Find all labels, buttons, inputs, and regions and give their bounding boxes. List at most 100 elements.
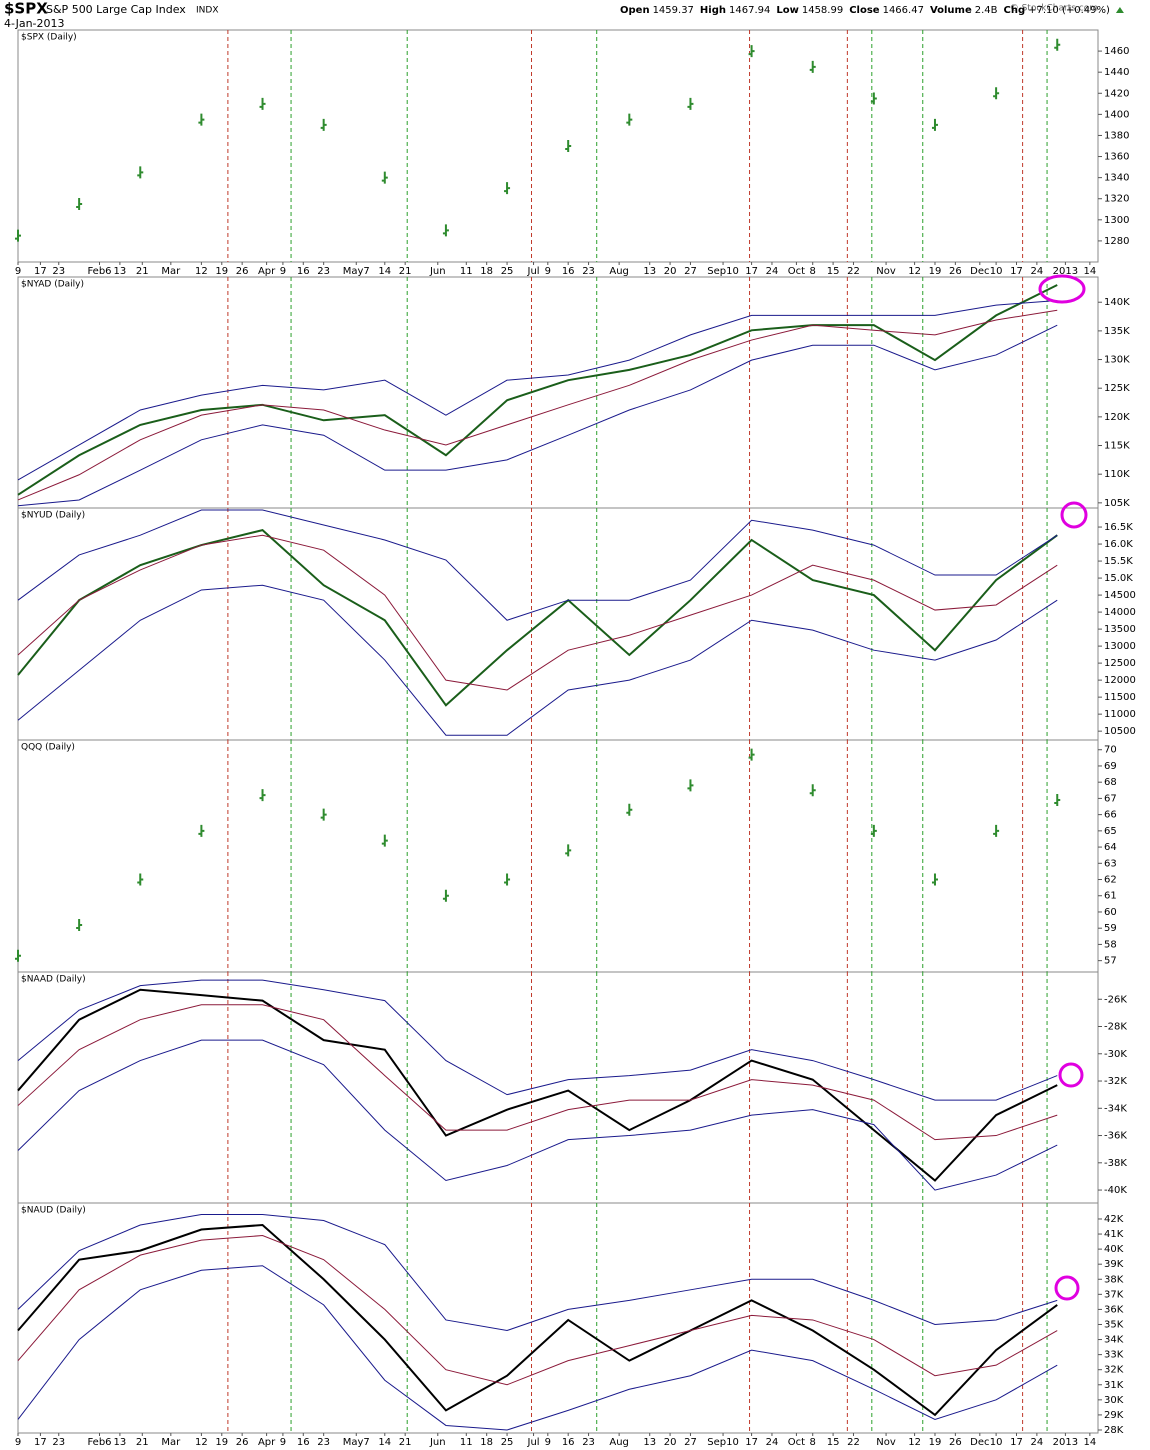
x-tick-label: Apr	[258, 1437, 276, 1448]
x-tick-label: Mar	[161, 1437, 181, 1448]
x-tick-label: Aug	[609, 1437, 629, 1448]
price-bar	[687, 97, 694, 110]
y-tick-label: 35K	[1104, 1319, 1124, 1330]
x-tick-label: 24	[1031, 1437, 1044, 1448]
up-arrow	[1115, 7, 1124, 13]
y-tick-label: -36K	[1104, 1131, 1127, 1142]
y-tick-label: 34K	[1104, 1335, 1124, 1346]
x-tick-label: 12	[908, 266, 921, 277]
price-bar	[381, 171, 388, 184]
panel-frame	[17, 739, 1099, 973]
price-bar	[504, 182, 511, 195]
y-tick-label: 1400	[1104, 109, 1129, 120]
y-tick-label: 1300	[1104, 215, 1129, 226]
y-tick-label: 60	[1104, 907, 1117, 918]
price-bar	[931, 118, 938, 131]
series-line	[17, 309, 1058, 501]
price-bar	[320, 118, 327, 131]
y-tick-label: 1380	[1104, 130, 1129, 141]
panel-frame	[17, 971, 1099, 1204]
y-tick-label: 38K	[1104, 1274, 1124, 1285]
y-tick-label: 29K	[1104, 1410, 1124, 1421]
stat-value: +7.10 (+0.49%)	[1028, 5, 1110, 16]
x-tick-label: 9	[545, 266, 551, 277]
x-tick-label: 27	[684, 1437, 697, 1448]
price-bar	[748, 45, 755, 58]
stat-value: 1466.47	[883, 5, 924, 16]
y-tick-label: -32K	[1104, 1076, 1127, 1087]
price-bar	[15, 229, 21, 242]
x-tick-label: 24	[1031, 266, 1044, 277]
y-tick-label: 42K	[1104, 1214, 1124, 1225]
x-tick-label: Jul	[527, 1437, 540, 1448]
y-tick-label: 11000	[1104, 709, 1136, 720]
y-tick-label: 63	[1104, 858, 1117, 869]
series-line	[17, 529, 1058, 707]
price-bar	[76, 198, 83, 210]
x-tick-label: 23	[317, 266, 330, 277]
y-tick-label: 120K	[1104, 412, 1130, 423]
header: $SPX S&P 500 Large Cap Index INDX 4-Jan-…	[4, 0, 1098, 30]
panel-title: $NAAD (Daily)	[21, 975, 86, 985]
x-tick-label: 15	[827, 1437, 840, 1448]
y-tick-label: 64	[1104, 842, 1117, 853]
y-tick-label: -38K	[1104, 1158, 1127, 1169]
price-bar	[504, 873, 511, 886]
x-tick-label: 20	[664, 266, 677, 277]
panel-title: $NAUD (Daily)	[21, 1206, 86, 1216]
panel-title: $SPX (Daily)	[21, 33, 77, 43]
x-tick-label: 12	[195, 266, 208, 277]
highlight-circle	[1058, 1062, 1084, 1088]
stat-label: Close	[849, 5, 880, 16]
stat-label: High	[700, 5, 726, 16]
price-bar	[993, 824, 1000, 837]
y-tick-label: 1280	[1104, 236, 1129, 247]
price-bar	[320, 808, 327, 821]
x-tick-label: 11	[460, 1437, 473, 1448]
y-tick-label: 105K	[1104, 498, 1130, 509]
y-tick-label: 15.0K	[1104, 573, 1133, 584]
x-tick-label: 23	[582, 1437, 595, 1448]
x-tick-label: 24	[766, 266, 779, 277]
price-bar	[137, 166, 144, 179]
y-tick-label: 28K	[1104, 1425, 1124, 1436]
x-tick-label: Dec	[970, 1437, 989, 1448]
y-tick-label: 1320	[1104, 194, 1129, 205]
x-tick-label: Apr	[258, 266, 276, 277]
x-tick-label: 23	[52, 266, 65, 277]
y-tick-label: 125K	[1104, 383, 1130, 394]
highlight-circle	[1060, 501, 1088, 529]
y-tick-label: -30K	[1104, 1049, 1127, 1060]
price-bar	[259, 97, 266, 110]
y-tick-label: 58	[1104, 939, 1117, 950]
price-bar	[198, 113, 205, 126]
x-tick-label: 20	[664, 1437, 677, 1448]
price-bar	[870, 824, 877, 837]
x-tick-label: 26	[236, 266, 249, 277]
series-line	[17, 1235, 1058, 1386]
price-bar	[381, 834, 388, 847]
y-tick-label: 37K	[1104, 1289, 1124, 1300]
x-tick-label: 21	[136, 1437, 149, 1448]
y-tick-label: 16.5K	[1104, 522, 1133, 533]
price-bar	[1054, 794, 1061, 807]
index-name: S&P 500 Large Cap Index	[46, 3, 186, 16]
panel-frame	[17, 507, 1099, 741]
x-tick-label: 21	[399, 266, 412, 277]
price-bar	[76, 918, 83, 931]
series-line	[17, 1039, 1058, 1191]
stat-value: 1467.94	[729, 5, 770, 16]
y-tick-label: 66	[1104, 810, 1117, 821]
x-tick-label: 13	[114, 266, 127, 277]
y-tick-label: 11500	[1104, 692, 1136, 703]
y-tick-label: 12000	[1104, 675, 1136, 686]
symbol: $SPX	[4, 0, 48, 18]
y-tick-label: 14000	[1104, 607, 1136, 618]
panel-title: QQQ (Daily)	[21, 743, 75, 753]
x-tick-label: 18	[480, 266, 493, 277]
x-tick-label: 14	[1083, 266, 1096, 277]
x-tick-label: May7	[343, 1437, 370, 1448]
panel-title: $NYAD (Daily)	[21, 280, 84, 290]
x-tick-label: 24	[766, 1437, 779, 1448]
